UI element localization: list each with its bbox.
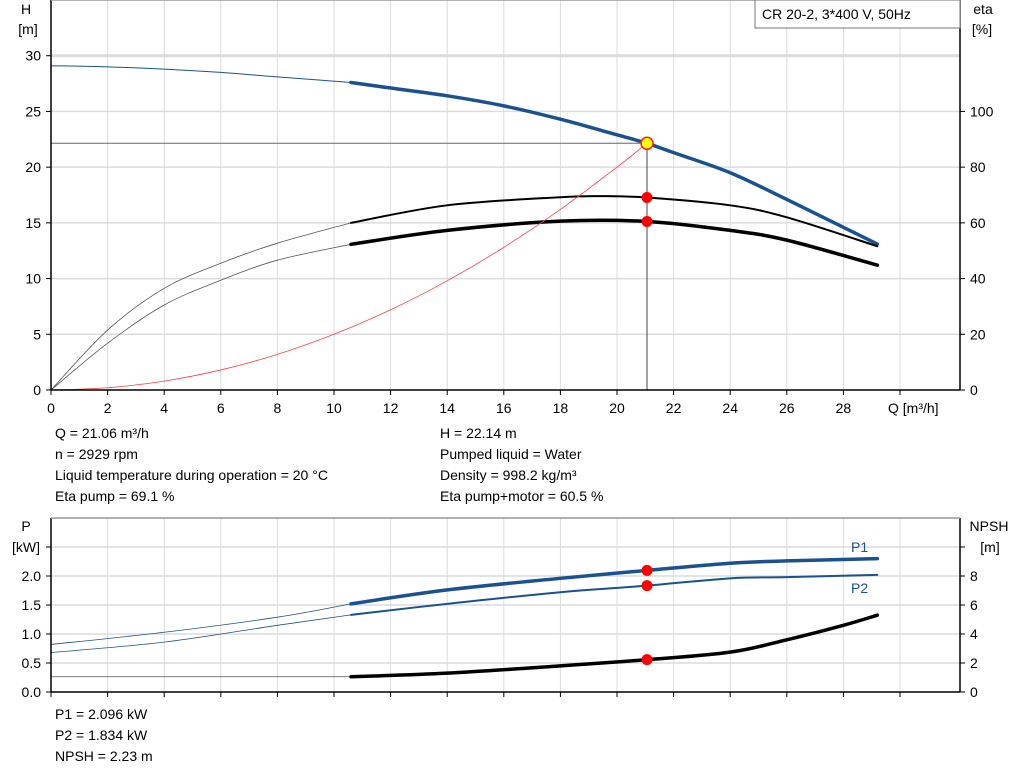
p2-point	[641, 580, 653, 592]
info-npsh: NPSH = 2.23 m	[55, 748, 153, 764]
y2-tick-label: 0	[970, 684, 978, 700]
y2-tick-label: 100	[970, 103, 994, 119]
p-axis-unit: [kW]	[12, 539, 40, 555]
bottom-curves	[50, 556, 880, 679]
y-tick-label: 10	[25, 271, 41, 287]
x-tick-label: 0	[47, 400, 55, 416]
eta-pump-motor-curve	[349, 218, 880, 267]
info-eta-pump-motor: Eta pump+motor = 60.5 %	[440, 488, 604, 504]
eta-pump-motor-curve-thin	[50, 243, 352, 391]
p1-point	[641, 564, 653, 576]
x-tick-label: 10	[326, 400, 342, 416]
x-tick-label: 26	[779, 400, 795, 416]
h-curve	[349, 80, 880, 246]
p2-series-label: P2	[851, 580, 868, 596]
p2-curve	[349, 573, 879, 616]
system-curve	[50, 142, 648, 391]
p1-series-label: P1	[851, 539, 868, 555]
y-tick-label: 30	[25, 48, 41, 64]
eta-axis-unit: [%]	[972, 21, 992, 37]
info-flow: Q = 21.06 m³/h	[55, 425, 149, 441]
info-bottom: P1 = 2.096 kW P2 = 1.834 kW NPSH = 2.23 …	[55, 704, 153, 767]
chart-title: CR 20-2, 3*400 V, 50Hz	[762, 6, 911, 22]
y-tick-label: 5	[33, 326, 41, 342]
y2-tick-label: 2	[970, 655, 978, 671]
top-curves	[50, 65, 880, 391]
y-tick-label: 0	[33, 382, 41, 398]
y2-tick-label: 4	[970, 626, 978, 642]
info-top-left: Q = 21.06 m³/h n = 2929 rpm Liquid tempe…	[55, 423, 328, 507]
p-axis-label: P	[21, 518, 30, 534]
npsh-axis-label: NPSH	[970, 518, 1009, 534]
duty-point	[640, 136, 654, 151]
x-tick-label: 4	[160, 400, 168, 416]
info-p2: P2 = 1.834 kW	[55, 727, 148, 743]
q-axis-label: Q [m³/h]	[888, 400, 939, 416]
y-tick-label: 25	[25, 103, 41, 119]
npsh-curve	[349, 613, 880, 679]
info-liquid: Pumped liquid = Water	[440, 446, 582, 462]
info-head: H = 22.14 m	[440, 425, 517, 441]
y2-tick-label: 80	[970, 159, 986, 175]
h-axis-unit: [m]	[18, 21, 37, 37]
y-tick-label: 15	[25, 215, 41, 231]
y-tick-label: 0.0	[22, 684, 42, 700]
y-tick-label: 0.5	[22, 655, 42, 671]
p1-curve	[349, 556, 880, 606]
y2-tick-label: 40	[970, 271, 986, 287]
p1-curve-thin	[50, 603, 352, 645]
x-tick-label: 24	[722, 400, 738, 416]
info-density: Density = 998.2 kg/m³	[440, 467, 577, 483]
x-tick-label: 18	[553, 400, 569, 416]
x-tick-label: 12	[383, 400, 399, 416]
x-tick-label: 16	[496, 400, 512, 416]
y2-tick-label: 60	[970, 215, 986, 231]
npsh-point	[641, 654, 653, 666]
x-tick-label: 8	[274, 400, 282, 416]
y2-tick-label: 20	[970, 326, 986, 342]
bottom-grid	[51, 518, 960, 692]
x-tick-label: 6	[217, 400, 225, 416]
y2-tick-label: 0	[970, 382, 978, 398]
y-tick-label: 2.0	[22, 568, 42, 584]
x-tick-label: 2	[104, 400, 112, 416]
y2-tick-label: 6	[970, 597, 978, 613]
info-liquid-temp: Liquid temperature during operation = 20…	[55, 467, 328, 483]
y-tick-label: 1.5	[22, 597, 42, 613]
info-speed: n = 2929 rpm	[55, 446, 138, 462]
h-curve-thin	[50, 65, 352, 83]
eta-pump-motor-point	[641, 215, 653, 227]
x-tick-label: 22	[666, 400, 682, 416]
x-tick-label: 20	[609, 400, 625, 416]
info-top-right: H = 22.14 m Pumped liquid = Water Densit…	[440, 423, 603, 507]
y-tick-label: 20	[25, 159, 41, 175]
y-tick-label: 1.0	[22, 626, 42, 642]
top-grid	[51, 0, 960, 390]
eta-pump-point	[641, 192, 653, 204]
p2-curve-thin	[50, 614, 352, 653]
x-tick-label: 14	[439, 400, 455, 416]
title-box: CR 20-2, 3*400 V, 50Hz	[754, 0, 961, 29]
h-axis-label: H	[21, 1, 31, 17]
info-eta-pump: Eta pump = 69.1 %	[55, 488, 175, 504]
eta-pump-curve-thin	[50, 222, 352, 391]
eta-axis-label: eta	[973, 1, 993, 17]
npsh-axis-unit: [m]	[980, 539, 999, 555]
x-tick-label: 28	[836, 400, 852, 416]
eta-pump-curve	[349, 195, 879, 248]
bottom-axes: 0.0 0.5 1.0 1.5 2.0 0 2 4 6 8	[22, 517, 978, 700]
y2-tick-label: 8	[970, 568, 978, 584]
info-p1: P1 = 2.096 kW	[55, 706, 148, 722]
